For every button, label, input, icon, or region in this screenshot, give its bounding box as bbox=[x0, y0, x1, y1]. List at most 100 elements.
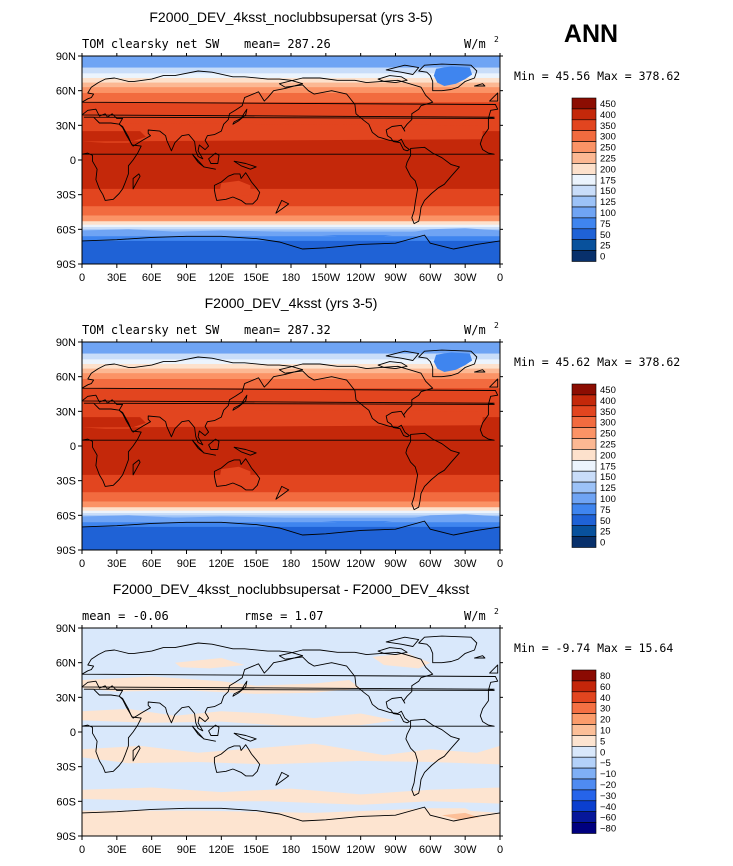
field-positive-anomaly bbox=[372, 653, 431, 669]
x-tick-label: 120E bbox=[208, 558, 234, 570]
coastline bbox=[233, 732, 257, 742]
coastline bbox=[278, 363, 434, 438]
field-band bbox=[82, 56, 500, 69]
coastline bbox=[233, 160, 257, 170]
x-tick-label: 90W bbox=[384, 558, 407, 570]
colorbar-box bbox=[571, 217, 597, 230]
coastline bbox=[82, 70, 499, 160]
x-tick-label: 60W bbox=[419, 558, 442, 570]
colorbar-label: 30 bbox=[600, 704, 611, 715]
field-band bbox=[82, 378, 500, 389]
colorbar-label: 75 bbox=[600, 505, 611, 516]
colorbar-label: 0 bbox=[600, 252, 605, 263]
colorbar-box bbox=[571, 767, 597, 780]
x-tick-label: 0 bbox=[497, 558, 503, 570]
field-band bbox=[82, 221, 500, 226]
coastline bbox=[82, 642, 499, 732]
coastline bbox=[232, 108, 248, 125]
coastline bbox=[474, 83, 486, 87]
x-tick-label: 150W bbox=[311, 272, 340, 284]
y-tick-label: 30S bbox=[56, 190, 76, 202]
field-greenland-ice bbox=[433, 352, 473, 372]
coastline bbox=[489, 378, 499, 388]
colorbar-label: 60 bbox=[600, 682, 611, 693]
field-australia-region bbox=[219, 180, 251, 197]
colorbar-label: 350 bbox=[600, 407, 616, 418]
y-tick-label: 0 bbox=[70, 727, 76, 739]
colorbar-box bbox=[571, 481, 597, 494]
coastline bbox=[132, 173, 141, 190]
colorbar-box bbox=[571, 691, 597, 703]
colorbar-box bbox=[571, 449, 597, 461]
coastline bbox=[208, 724, 220, 736]
coastline bbox=[191, 725, 205, 740]
x-tick-label: 60E bbox=[142, 844, 162, 856]
y-tick-label: 30N bbox=[56, 692, 76, 704]
x-tick-label: 180 bbox=[282, 272, 300, 284]
colorbar-label: 200 bbox=[600, 164, 616, 175]
y-tick-label: 90N bbox=[56, 337, 76, 349]
colorbar-label: 25 bbox=[600, 527, 611, 538]
coastline bbox=[278, 649, 434, 724]
colorbar-box bbox=[571, 228, 597, 241]
min-max-label: Min = 45.62 Max = 378.62 bbox=[514, 355, 680, 369]
panel-title: F2000_DEV_4ksst (yrs 3-5) bbox=[205, 295, 378, 311]
x-tick-label: 150E bbox=[243, 844, 269, 856]
colorbar-box bbox=[571, 141, 597, 153]
colorbar-box bbox=[571, 735, 597, 747]
coastline bbox=[385, 64, 420, 75]
x-tick-label: 0 bbox=[79, 272, 85, 284]
x-tick-label: 0 bbox=[497, 272, 503, 284]
colorbar-box bbox=[571, 239, 597, 251]
field-positive-anomaly bbox=[82, 708, 396, 727]
coastline bbox=[203, 166, 216, 170]
coastline bbox=[82, 234, 500, 250]
colorbar-box bbox=[571, 416, 597, 428]
coastline bbox=[377, 361, 408, 370]
colorbar-box bbox=[571, 778, 597, 791]
colorbar-label: −10 bbox=[600, 769, 616, 780]
coastline bbox=[489, 92, 499, 102]
field-band bbox=[82, 87, 500, 94]
map-area: 0 30E 60E 90E 120E 150E 180 150W 120W 90W 60W 30W 09… bbox=[56, 51, 503, 284]
colorbar-label: 0 bbox=[600, 747, 605, 758]
x-tick-label: 60E bbox=[142, 272, 162, 284]
field-band bbox=[82, 188, 500, 207]
x-tick-label: 60W bbox=[419, 844, 442, 856]
y-tick-label: 30S bbox=[56, 762, 76, 774]
panel-left-label: TOM clearsky net SW bbox=[82, 323, 220, 337]
colorbar-label: 50 bbox=[600, 516, 611, 527]
min-max-label: Min = -9.74 Max = 15.64 bbox=[514, 641, 673, 655]
coastline bbox=[405, 432, 460, 511]
colorbar-box bbox=[571, 724, 597, 736]
field-band bbox=[82, 521, 500, 528]
colorbar-label: 300 bbox=[600, 418, 616, 429]
x-tick-label: 120W bbox=[346, 558, 375, 570]
colorbar-label: 225 bbox=[600, 153, 616, 164]
x-tick-label: 0 bbox=[497, 844, 503, 856]
colorbar-box bbox=[571, 195, 597, 208]
colorbar-label: −20 bbox=[600, 780, 616, 791]
y-tick-label: 60N bbox=[56, 86, 76, 98]
coastline bbox=[208, 152, 220, 164]
colorbar-label: 100 bbox=[600, 208, 616, 219]
field-sea-ice bbox=[82, 228, 500, 237]
colorbar-label: 175 bbox=[600, 461, 616, 472]
coastline bbox=[278, 77, 434, 152]
colorbar-label: 350 bbox=[600, 121, 616, 132]
colorbar-box bbox=[571, 492, 597, 505]
colorbar-label: 20 bbox=[600, 715, 611, 726]
coastline bbox=[191, 153, 205, 168]
coastline bbox=[208, 438, 220, 450]
colorbar-label: −5 bbox=[600, 758, 611, 769]
x-tick-label: 120W bbox=[346, 844, 375, 856]
panel-center-label: mean= 287.26 bbox=[244, 37, 331, 51]
field-greenland-ice bbox=[433, 66, 473, 86]
colorbar-label: 150 bbox=[600, 186, 616, 197]
map-area: 0 30E 60E 90E 120E 150E 180 150W 120W 90W 60W 30W 09… bbox=[56, 337, 503, 570]
colorbar-box bbox=[571, 800, 597, 812]
x-tick-label: 150E bbox=[243, 558, 269, 570]
field-band bbox=[82, 67, 500, 74]
colorbar-box bbox=[571, 459, 597, 472]
